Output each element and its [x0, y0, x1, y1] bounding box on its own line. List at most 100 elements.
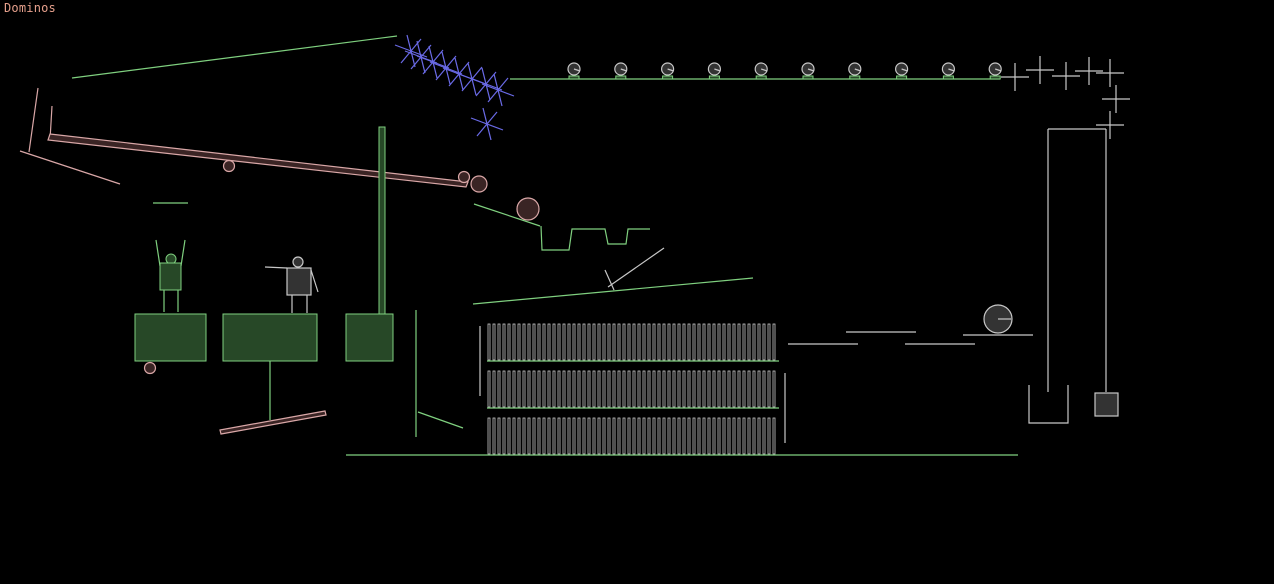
domino: [552, 323, 556, 361]
domino: [527, 323, 531, 361]
domino: [562, 323, 566, 361]
domino: [617, 323, 621, 361]
domino: [627, 370, 631, 408]
domino: [767, 323, 771, 361]
cross-pulleys: [1001, 56, 1130, 139]
domino: [547, 323, 551, 361]
domino: [672, 370, 676, 408]
domino: [647, 323, 651, 361]
shelf-balls: [567, 62, 1002, 80]
incline: [472, 277, 754, 305]
domino: [582, 370, 586, 408]
domino: [557, 323, 561, 361]
domino: [582, 417, 586, 455]
top-ramp: [71, 35, 398, 79]
domino: [567, 417, 571, 455]
domino: [517, 370, 521, 408]
domino: [662, 417, 666, 455]
domino: [597, 417, 601, 455]
domino: [677, 370, 681, 408]
domino: [622, 370, 626, 408]
pedestal-middle: [222, 313, 318, 362]
domino: [592, 323, 596, 361]
domino: [527, 370, 531, 408]
ball-cup: [896, 75, 908, 80]
domino: [567, 370, 571, 408]
domino: [737, 417, 741, 455]
domino: [772, 323, 776, 361]
domino: [532, 370, 536, 408]
domino: [587, 323, 591, 361]
domino: [687, 417, 691, 455]
domino: [717, 417, 721, 455]
domino: [762, 370, 766, 408]
lever-arm: [417, 411, 464, 429]
domino: [667, 323, 671, 361]
ball-marker: [807, 68, 815, 72]
ball-marker: [667, 68, 674, 72]
domino: [622, 323, 626, 361]
domino: [527, 417, 531, 455]
domino: [602, 323, 606, 361]
domino: [757, 417, 761, 455]
domino: [722, 370, 726, 408]
ball-cup: [802, 75, 814, 80]
ball-cup: [942, 75, 954, 80]
domino: [622, 417, 626, 455]
domino: [552, 417, 556, 455]
domino: [722, 417, 726, 455]
domino: [667, 417, 671, 455]
domino: [502, 323, 506, 361]
domino: [487, 417, 491, 455]
domino: [692, 323, 696, 361]
domino: [582, 323, 586, 361]
domino: [502, 370, 506, 408]
star: [429, 51, 463, 85]
domino: [547, 370, 551, 408]
domino: [662, 323, 666, 361]
domino: [717, 323, 721, 361]
domino: [492, 370, 496, 408]
domino: [487, 323, 491, 361]
domino: [677, 417, 681, 455]
domino: [647, 370, 651, 408]
figure-pointing: [264, 256, 319, 313]
domino: [702, 323, 706, 361]
domino: [762, 323, 766, 361]
domino: [657, 417, 661, 455]
domino: [597, 323, 601, 361]
domino: [637, 323, 641, 361]
pink-ball: [222, 159, 236, 173]
domino: [512, 370, 516, 408]
domino: [512, 417, 516, 455]
domino: [727, 417, 731, 455]
domino: [637, 417, 641, 455]
domino: [737, 323, 741, 361]
domino: [677, 323, 681, 361]
star: [470, 107, 504, 141]
domino: [712, 370, 716, 408]
domino: [497, 370, 501, 408]
domino: [537, 370, 541, 408]
domino: [572, 370, 576, 408]
domino: [522, 417, 526, 455]
domino: [517, 323, 521, 361]
domino: [567, 323, 571, 361]
domino: [492, 323, 496, 361]
left-pole: [28, 87, 39, 153]
domino: [732, 417, 736, 455]
domino: [652, 323, 656, 361]
domino: [647, 417, 651, 455]
domino: [742, 370, 746, 408]
domino: [617, 417, 621, 455]
ball-cup: [755, 75, 767, 80]
domino: [642, 417, 646, 455]
window-title: Dominos: [4, 1, 56, 15]
zigzag-track: [540, 225, 650, 251]
pedestal-right: [345, 313, 394, 362]
blue-spinners: [394, 34, 515, 141]
domino: [707, 417, 711, 455]
domino: [612, 417, 616, 455]
seesaw-bottom: [219, 410, 327, 435]
